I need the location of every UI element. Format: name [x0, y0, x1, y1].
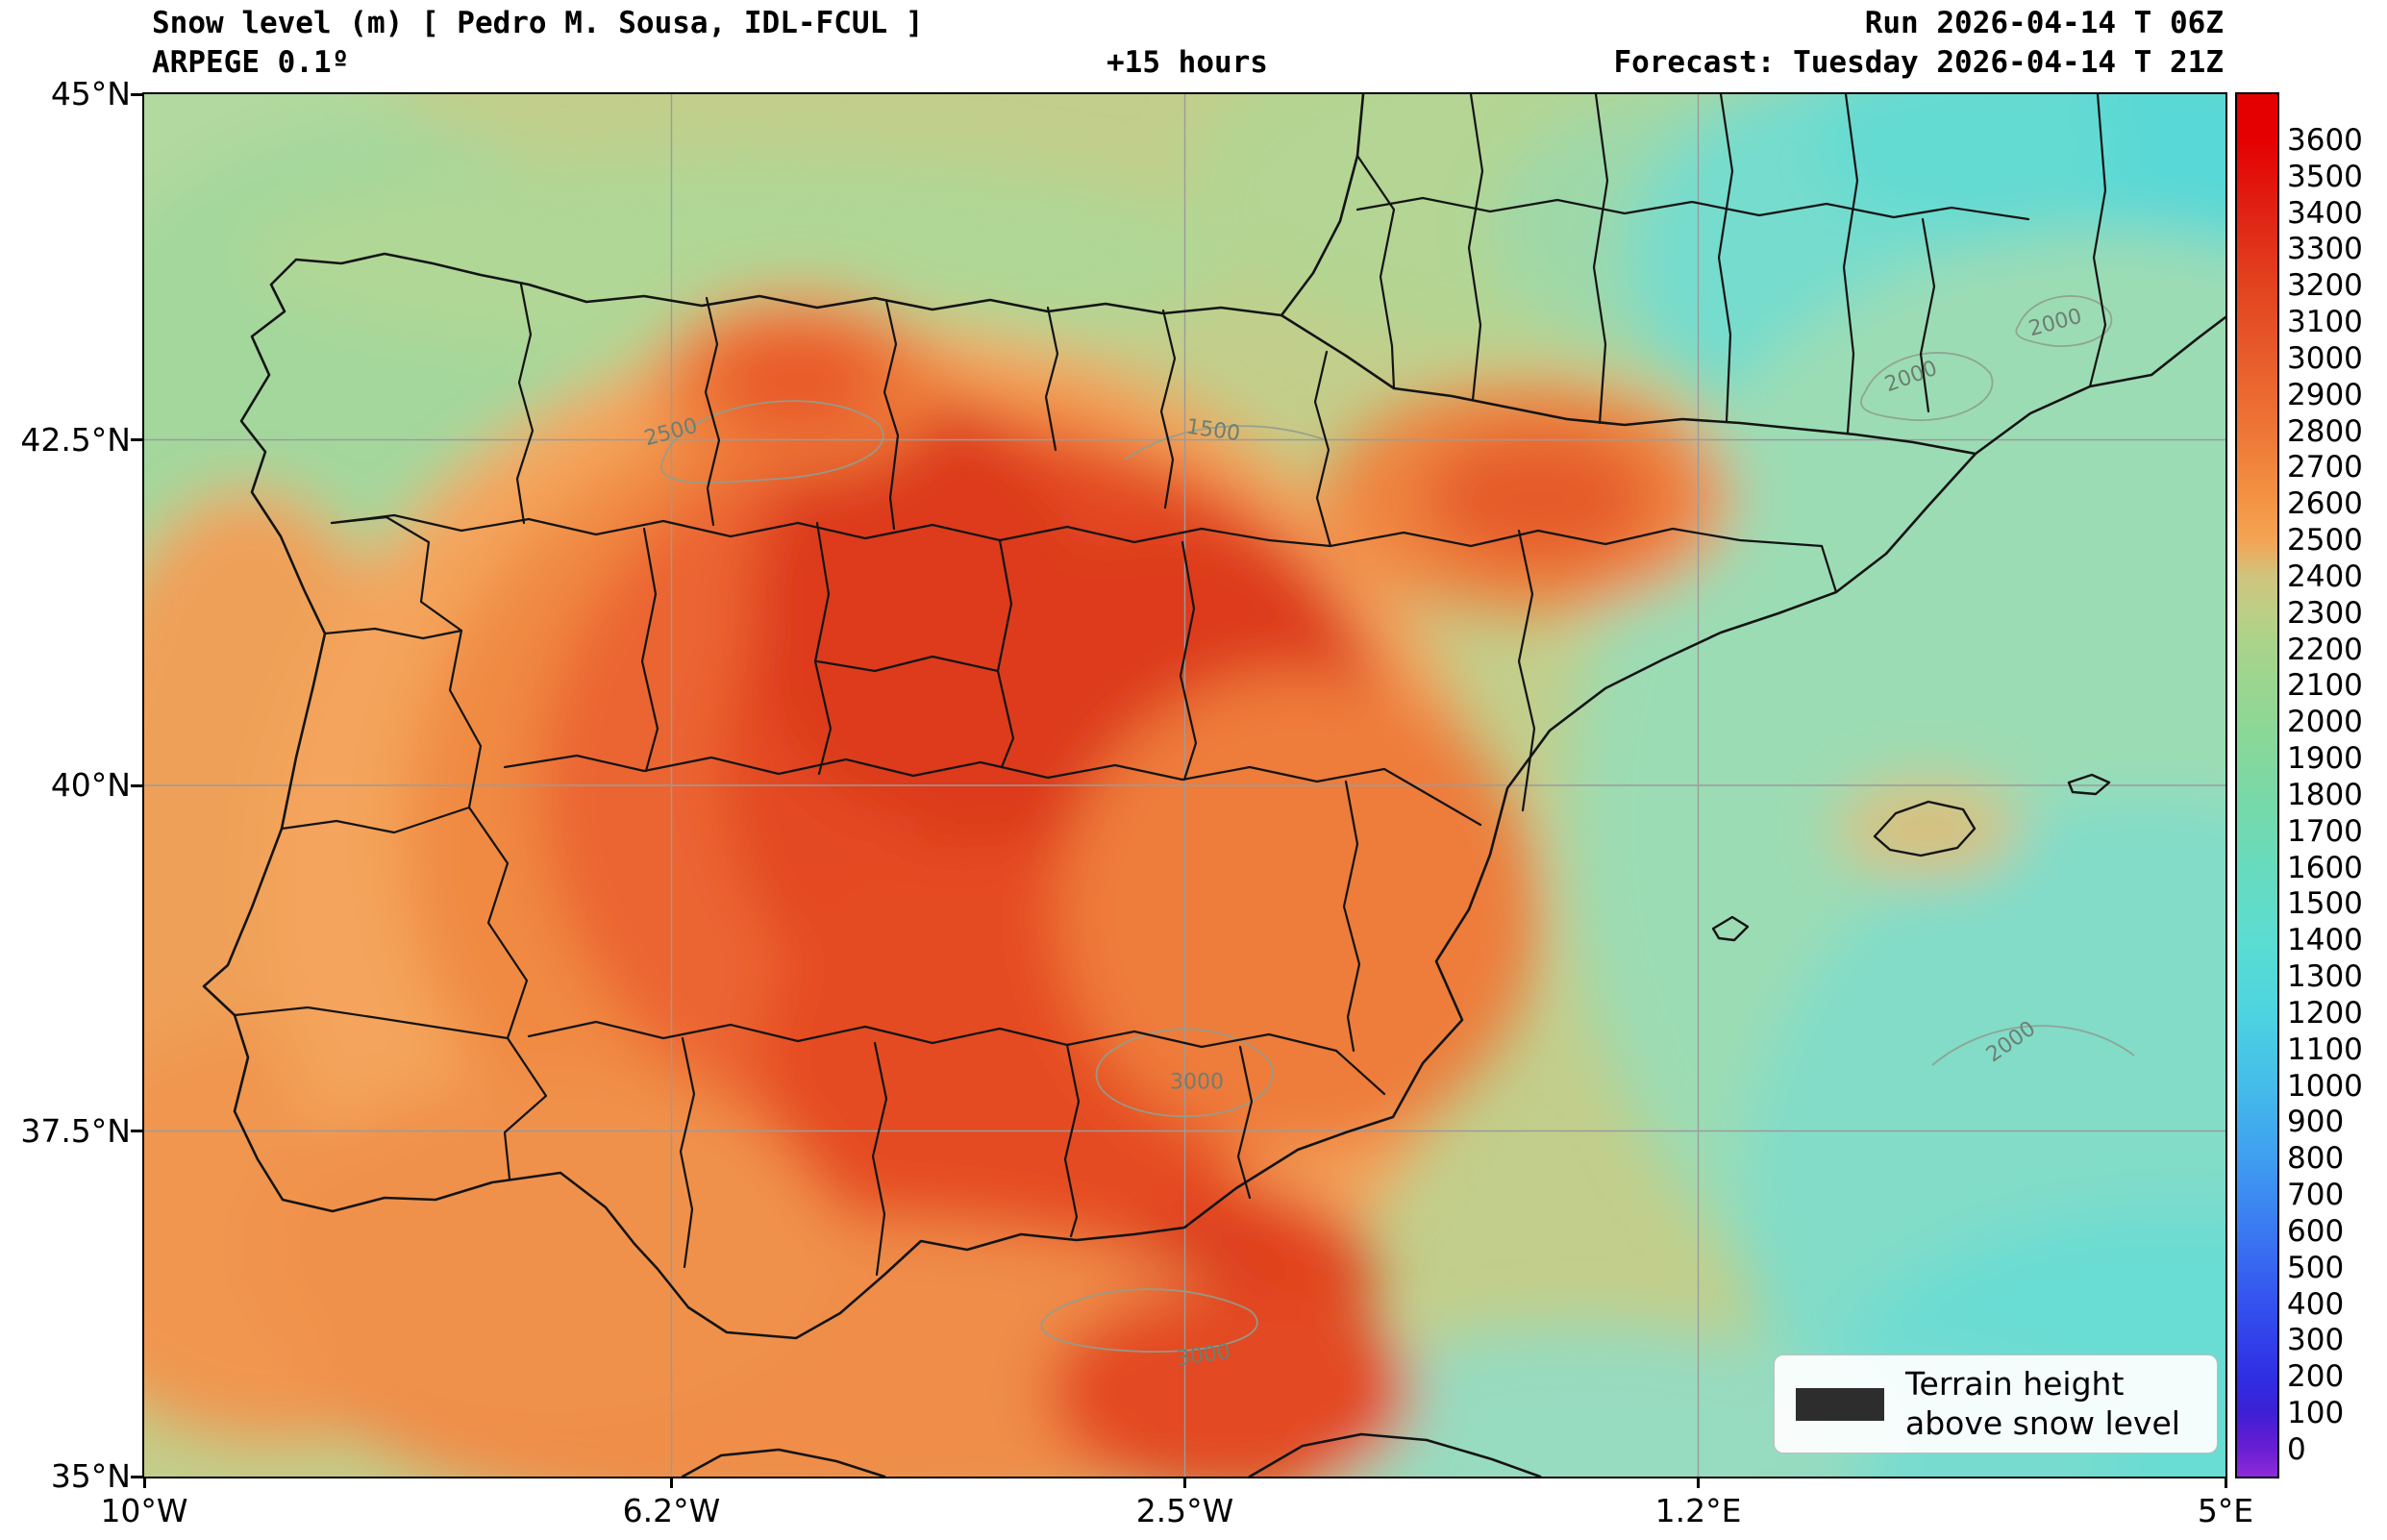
x-tick: [1697, 1477, 1701, 1488]
plot-title: Snow level (m) [ Pedro M. Sousa, IDL-FCU…: [152, 6, 924, 40]
x-tick-label: 10°W: [100, 1492, 188, 1529]
africa-coast-west: [681, 1448, 886, 1477]
x-tick: [2224, 1477, 2227, 1488]
colorbar-tick-label: 200: [2287, 1359, 2345, 1395]
x-tick-label: 2.5°W: [1135, 1492, 1234, 1529]
x-tick: [142, 1477, 146, 1488]
y-tick-label: 37.5°N: [20, 1111, 131, 1150]
colorbar-tick-label: 2000: [2287, 705, 2363, 740]
mallorca: [1873, 800, 1977, 857]
x-tick: [1183, 1477, 1186, 1488]
contour-label: 3000: [1170, 1070, 1224, 1095]
colorbar-tick-label: 400: [2287, 1286, 2345, 1322]
colorbar-tick-label: 1500: [2287, 886, 2363, 922]
iberia-coastline: [202, 252, 1977, 1340]
colorbar-tick-label: 2400: [2287, 559, 2363, 594]
legend-line2: above snow level: [1905, 1403, 2180, 1442]
model-label: ARPEGE 0.1º: [152, 45, 350, 80]
colorbar-tick-label: 2300: [2287, 595, 2363, 631]
colorbar-tick-label: 2900: [2287, 377, 2363, 412]
x-tick-label: 1.2°E: [1654, 1492, 1742, 1529]
y-tick: [131, 1130, 142, 1132]
legend-terrain: Terrain height above snow level: [1774, 1354, 2218, 1453]
y-tick: [131, 1475, 142, 1478]
colorbar-tick-label: 2800: [2287, 413, 2363, 449]
colorbar-tick-label: 1800: [2287, 777, 2363, 812]
colorbar-tick-label: 0: [2287, 1431, 2306, 1467]
x-tick-label: 5°E: [2197, 1492, 2254, 1529]
y-tick: [131, 438, 142, 441]
colorbar-tick-label: 3100: [2287, 305, 2363, 340]
colorbar-tick-label: 700: [2287, 1178, 2345, 1213]
colorbar-tick-label: 1300: [2287, 959, 2363, 995]
y-tick-label: 40°N: [50, 766, 131, 804]
colorbar-tick-label: 100: [2287, 1396, 2345, 1431]
contours-layer: [660, 295, 2135, 1353]
colorbar-tick-label: 1100: [2287, 1031, 2363, 1067]
colorbar-tick-label: 3400: [2287, 195, 2363, 231]
colorbar-tick-label: 300: [2287, 1323, 2345, 1358]
france-atlantic-coast: [1280, 94, 1365, 317]
run-label: Run 2026-04-14 T 06Z: [1864, 6, 2224, 40]
grid-layer: [144, 94, 2225, 1477]
x-tick: [669, 1477, 673, 1488]
colorbar-tick-label: 1400: [2287, 923, 2363, 958]
colorbar: [2235, 92, 2279, 1478]
colorbar-tick-label: 3500: [2287, 159, 2363, 194]
colorbar-tick-label: 600: [2287, 1213, 2345, 1249]
colorbar-tick-label: 1200: [2287, 995, 2363, 1031]
y-tick-label: 35°N: [50, 1457, 131, 1495]
forecast-label: Forecast: Tuesday 2026-04-14 T 21Z: [1613, 45, 2224, 80]
legend-terrain-swatch: [1796, 1387, 1884, 1421]
colorbar-tick-label: 1900: [2287, 741, 2363, 777]
lead-time-label: +15 hours: [1106, 45, 1268, 80]
colorbar-tick-label: 1000: [2287, 1068, 2363, 1104]
colorbar-tick-label: 3000: [2287, 340, 2363, 376]
y-tick: [131, 783, 142, 787]
colorbar-tick-label: 1700: [2287, 813, 2363, 849]
colorbar-tick-label: 2200: [2287, 632, 2363, 667]
colorbar-tick-label: 800: [2287, 1141, 2345, 1177]
y-tick: [131, 92, 142, 96]
france-med-coast: [1974, 315, 2225, 456]
menorca: [2067, 773, 2111, 796]
y-tick-label: 42.5°N: [20, 420, 131, 459]
legend-terrain-label: Terrain height above snow level: [1905, 1365, 2180, 1443]
x-tick-label: 6.2°W: [622, 1492, 721, 1529]
colorbar-tick-label: 2700: [2287, 450, 2363, 485]
colorbar-tick-label: 3300: [2287, 232, 2363, 267]
y-tick-label: 45°N: [50, 75, 131, 112]
colorbar-tick-label: 1600: [2287, 850, 2363, 885]
colorbar-tick-label: 3600: [2287, 123, 2363, 158]
boundaries-layer: [202, 94, 2225, 1477]
colorbar-tick-label: 2600: [2287, 486, 2363, 522]
colorbar-tick-label: 2500: [2287, 523, 2363, 559]
map-plot: Terrain height above snow level 2500 1500…: [142, 92, 2227, 1478]
colorbar-tick-label: 500: [2287, 1250, 2345, 1285]
ibiza: [1711, 915, 1750, 942]
colorbar-tick-label: 900: [2287, 1105, 2345, 1140]
colorbar-tick-label: 2100: [2287, 668, 2363, 704]
africa-coast: [1248, 1432, 1542, 1477]
colorbar-tick-label: 3200: [2287, 268, 2363, 304]
map-canvas: [144, 94, 2225, 1477]
legend-line1: Terrain height: [1905, 1365, 2125, 1403]
